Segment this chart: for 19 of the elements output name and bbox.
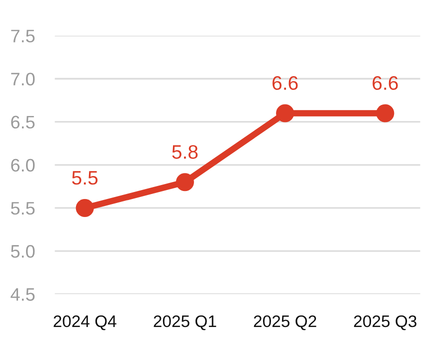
data-label: 5.5 xyxy=(72,171,98,185)
y-tick-label: 5.0 xyxy=(10,244,35,258)
y-tick-label: 4.5 xyxy=(10,288,35,301)
data-label: 6.6 xyxy=(372,76,398,90)
data-label: 5.8 xyxy=(172,145,198,159)
x-tick-label: 2025 Q1 xyxy=(154,315,216,330)
point xyxy=(276,104,294,122)
x-tick-label: 2025 Q2 xyxy=(254,315,316,330)
data-label: 6.6 xyxy=(272,76,298,90)
y-tick-label: 6.5 xyxy=(11,116,35,129)
y-tick-label: 7.0 xyxy=(11,72,35,86)
point xyxy=(76,198,94,217)
point xyxy=(376,104,394,122)
x-tick-label: 2024 Q4 xyxy=(54,315,116,330)
x-tick-label: 2025 Q3 xyxy=(354,315,416,330)
y-tick-label: 6.0 xyxy=(11,158,35,172)
y-tick-label: 7.5 xyxy=(11,30,35,42)
point xyxy=(176,173,194,192)
y-tick-label: 5.5 xyxy=(10,202,35,215)
